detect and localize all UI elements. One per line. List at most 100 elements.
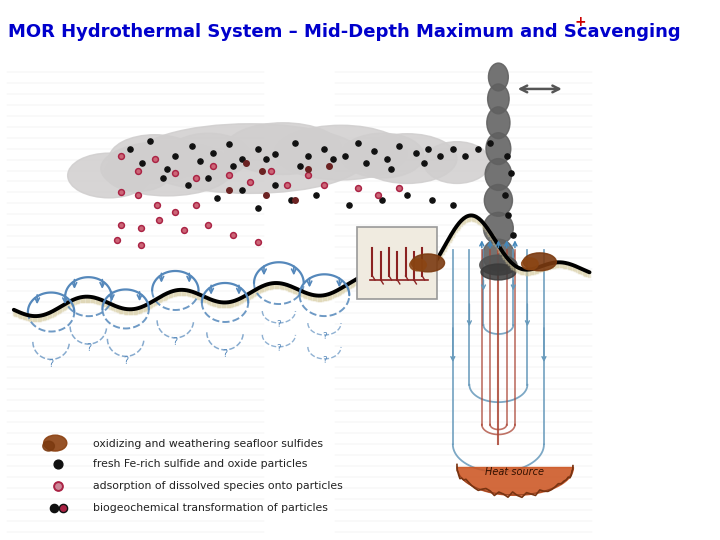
- Point: [393, 141, 405, 150]
- Point: [339, 151, 351, 160]
- Point: [485, 138, 496, 147]
- Point: [323, 161, 334, 170]
- Point: [253, 238, 264, 246]
- Point: [170, 168, 181, 177]
- Point: [369, 146, 380, 155]
- Ellipse shape: [485, 159, 512, 191]
- Point: [503, 211, 514, 220]
- Point: [289, 196, 301, 205]
- Ellipse shape: [486, 133, 510, 165]
- Ellipse shape: [167, 133, 250, 178]
- Point: [402, 191, 413, 200]
- Point: [236, 154, 248, 163]
- Point: [352, 184, 364, 193]
- Text: ?: ?: [173, 337, 178, 347]
- Point: [302, 151, 314, 160]
- Point: [261, 154, 272, 163]
- Text: ?: ?: [123, 356, 128, 366]
- Ellipse shape: [275, 125, 408, 180]
- Point: [153, 216, 165, 225]
- Text: adsorption of dissolved species onto particles: adsorption of dissolved species onto par…: [92, 481, 342, 491]
- Point: [52, 482, 63, 490]
- Point: [207, 161, 218, 170]
- Point: [116, 188, 127, 197]
- Point: [223, 139, 235, 148]
- Point: [145, 136, 156, 145]
- Point: [190, 201, 202, 210]
- Point: [182, 181, 194, 190]
- Text: oxidizing and weathering seafloor sulfides: oxidizing and weathering seafloor sulfid…: [92, 439, 323, 449]
- Point: [149, 154, 161, 163]
- Point: [194, 156, 206, 165]
- Point: [256, 166, 268, 175]
- Text: ?: ?: [86, 343, 91, 353]
- Ellipse shape: [42, 441, 55, 451]
- Point: [132, 191, 144, 200]
- Point: [228, 231, 239, 240]
- Ellipse shape: [105, 153, 171, 191]
- Point: [161, 164, 173, 173]
- Text: fresh Fe-rich sulfide and oxide particles: fresh Fe-rich sulfide and oxide particle…: [92, 459, 307, 469]
- Point: [265, 166, 276, 175]
- Point: [112, 236, 123, 245]
- Point: [223, 171, 235, 180]
- Point: [211, 194, 222, 202]
- Point: [153, 216, 165, 225]
- Point: [261, 191, 272, 200]
- Point: [151, 201, 163, 210]
- Point: [52, 482, 63, 490]
- Point: [410, 148, 421, 157]
- FancyBboxPatch shape: [356, 227, 437, 299]
- Point: [170, 168, 181, 177]
- Point: [319, 144, 330, 153]
- Ellipse shape: [411, 254, 444, 272]
- Text: MOR Hydrothermal System – Mid-Depth Maximum and Scavenging: MOR Hydrothermal System – Mid-Depth Maxi…: [8, 23, 680, 41]
- Point: [343, 201, 355, 210]
- Point: [269, 181, 281, 190]
- Point: [505, 168, 516, 177]
- Point: [319, 181, 330, 190]
- Point: [253, 204, 264, 213]
- Point: [116, 221, 127, 230]
- Point: [228, 161, 239, 170]
- Point: [190, 174, 202, 183]
- Point: [48, 503, 59, 512]
- Text: +: +: [575, 15, 586, 29]
- Point: [265, 166, 276, 175]
- Point: [170, 151, 181, 160]
- Point: [352, 184, 364, 193]
- Point: [207, 148, 218, 157]
- Point: [447, 144, 459, 153]
- Ellipse shape: [482, 239, 514, 271]
- Point: [190, 174, 202, 183]
- Point: [269, 149, 281, 158]
- Point: [240, 158, 251, 167]
- Ellipse shape: [44, 435, 67, 451]
- Ellipse shape: [424, 141, 490, 184]
- Ellipse shape: [487, 84, 509, 114]
- Point: [418, 158, 430, 167]
- Point: [116, 221, 127, 230]
- Point: [135, 241, 146, 249]
- Point: [381, 154, 392, 163]
- Point: [459, 151, 471, 160]
- Ellipse shape: [341, 133, 424, 178]
- Ellipse shape: [485, 185, 513, 217]
- Point: [372, 191, 384, 200]
- Ellipse shape: [523, 253, 557, 271]
- Point: [178, 226, 189, 234]
- Point: [228, 231, 239, 240]
- Point: [207, 161, 218, 170]
- Text: ?: ?: [276, 345, 282, 353]
- Point: [236, 186, 248, 195]
- Point: [447, 201, 459, 210]
- Point: [289, 138, 301, 147]
- Point: [149, 154, 161, 163]
- Point: [186, 141, 198, 150]
- Point: [302, 171, 314, 180]
- Text: ?: ?: [322, 333, 327, 341]
- Point: [170, 208, 181, 217]
- Point: [244, 178, 256, 187]
- Point: [499, 191, 510, 200]
- Ellipse shape: [483, 212, 513, 244]
